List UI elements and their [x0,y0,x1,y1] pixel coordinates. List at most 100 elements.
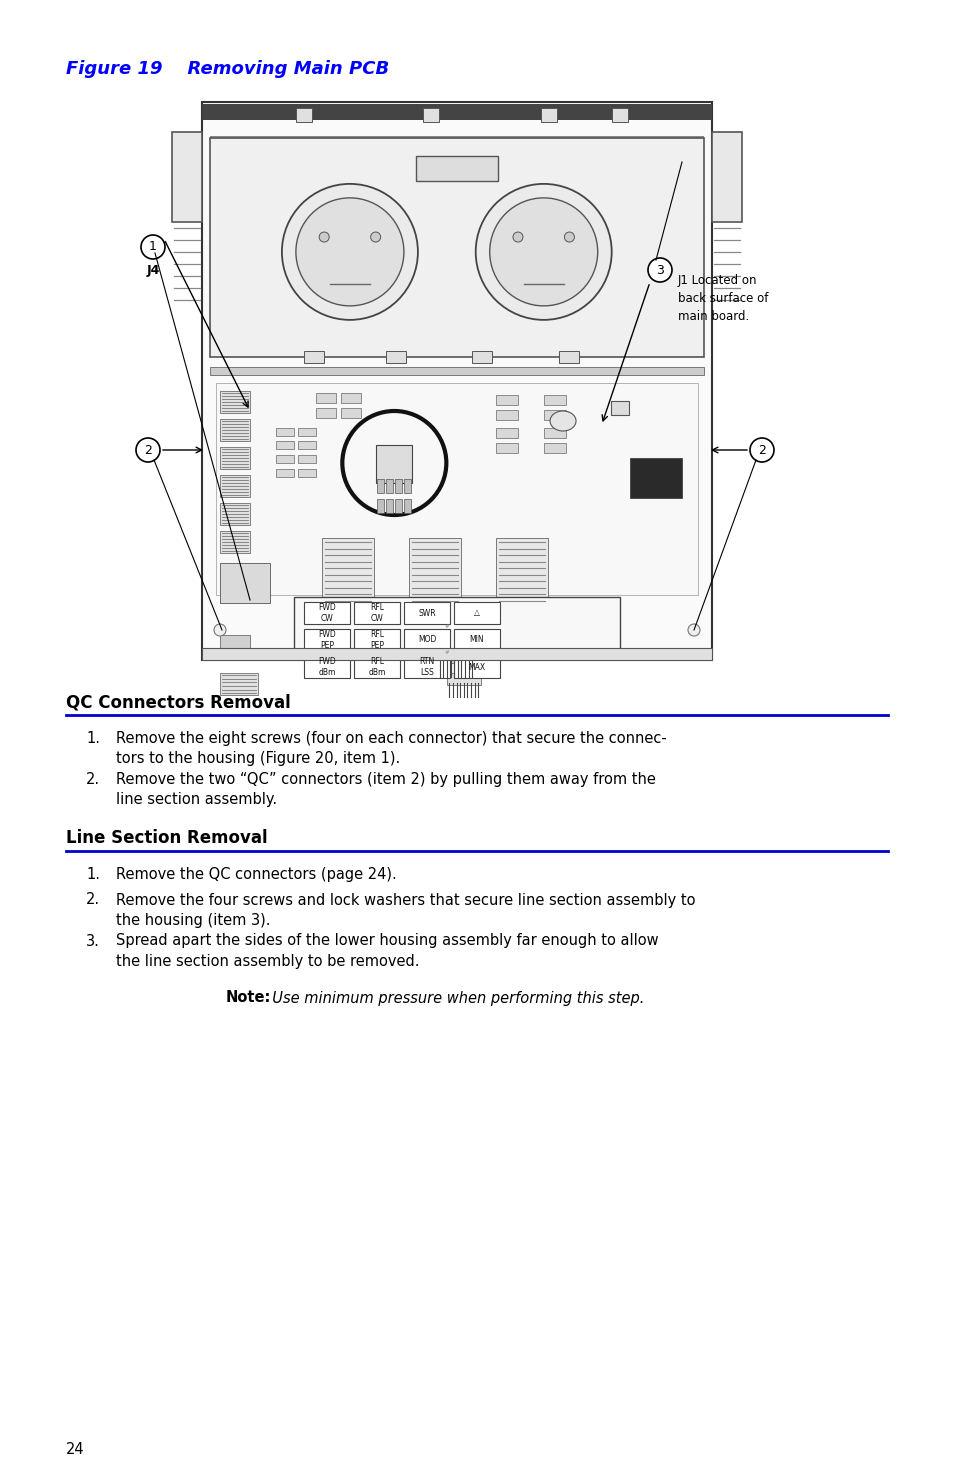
Bar [322,538,374,608]
Text: #: # [444,624,449,628]
Text: J4: J4 [146,264,159,277]
Bar [354,602,399,624]
Circle shape [141,235,165,260]
Text: MOD: MOD [417,636,436,645]
Bar [368,625,379,631]
Bar [368,614,379,620]
Text: Use minimum pressure when performing this step.: Use minimum pressure when performing thi… [263,991,643,1006]
Bar [386,614,397,620]
Text: 3.: 3. [86,934,100,948]
Bar [450,642,465,648]
Text: MIN: MIN [469,636,484,645]
Bar [395,499,402,513]
Bar [297,428,315,437]
Bar [210,139,703,357]
Bar [495,410,517,420]
Bar [386,499,393,513]
Bar [403,656,450,678]
Bar [612,108,627,122]
Bar [220,475,250,497]
Bar [202,105,711,119]
Text: Remove the two “QC” connectors (item 2) by pulling them away from the
line secti: Remove the two “QC” connectors (item 2) … [116,771,656,807]
Bar [403,602,450,624]
Bar [275,454,294,463]
Bar [210,136,703,139]
Bar [220,673,257,695]
Text: QC Connectors Removal: QC Connectors Removal [66,693,291,711]
Bar [317,642,334,648]
Bar [495,395,517,406]
Circle shape [687,624,700,636]
Text: Spread apart the sides of the lower housing assembly far enough to allow
the lin: Spread apart the sides of the lower hous… [116,934,658,969]
Text: 2: 2 [758,444,765,456]
Bar [403,614,416,620]
Bar [629,459,681,499]
Circle shape [647,258,671,282]
Bar [476,625,488,631]
Bar [332,614,344,620]
Text: 24: 24 [66,1443,85,1457]
Bar [304,602,350,624]
Text: 2.: 2. [86,771,100,788]
Text: Remove the four screws and lock washers that secure line section assembly to
the: Remove the four screws and lock washers … [116,892,695,928]
Bar [172,131,202,223]
Bar [295,614,308,620]
Bar [297,441,315,448]
Text: 1.: 1. [86,867,100,882]
Text: RFL
CW: RFL CW [370,603,384,622]
Bar [543,428,565,438]
Bar [304,628,350,650]
Text: SWR: SWR [417,609,436,618]
Circle shape [213,624,226,636]
Bar [416,156,497,181]
Circle shape [319,232,329,242]
Text: Line Section Removal: Line Section Removal [66,829,268,847]
Bar [423,108,439,122]
Bar [543,442,565,453]
Bar [340,409,360,417]
Bar [386,479,393,493]
Bar [314,625,326,631]
Text: FWD
dBm: FWD dBm [317,658,335,677]
Bar [395,479,402,493]
Circle shape [489,198,598,305]
Bar [447,673,481,684]
Bar [315,409,335,417]
Bar [543,395,565,406]
Bar [210,367,703,375]
Bar [295,108,312,122]
Text: 3: 3 [656,264,663,276]
Bar [275,469,294,476]
Bar [711,131,741,223]
Bar [495,428,517,438]
Bar [215,384,698,594]
Text: 2: 2 [144,444,152,456]
Bar [315,392,335,403]
Circle shape [749,438,773,462]
Bar [377,479,384,493]
Text: RFL
PEP: RFL PEP [370,630,384,649]
Text: Note:: Note: [226,991,271,1006]
Bar [476,614,488,620]
Bar [375,445,412,482]
Bar [409,538,460,608]
Text: RTN
LSS: RTN LSS [419,658,435,677]
Bar [332,625,344,631]
Text: 1.: 1. [86,732,100,746]
Circle shape [476,184,611,320]
Circle shape [564,232,574,242]
Bar [558,351,578,363]
Bar [428,642,443,648]
Bar [454,602,499,624]
Text: #: # [444,650,449,655]
Bar [457,614,470,620]
Bar [495,442,517,453]
Bar [421,625,434,631]
Bar [350,625,361,631]
Bar [403,625,416,631]
Circle shape [281,184,417,320]
Bar [403,628,450,650]
Text: Remove the QC connectors (page 24).: Remove the QC connectors (page 24). [116,867,396,882]
Bar [275,441,294,448]
Circle shape [295,198,403,305]
